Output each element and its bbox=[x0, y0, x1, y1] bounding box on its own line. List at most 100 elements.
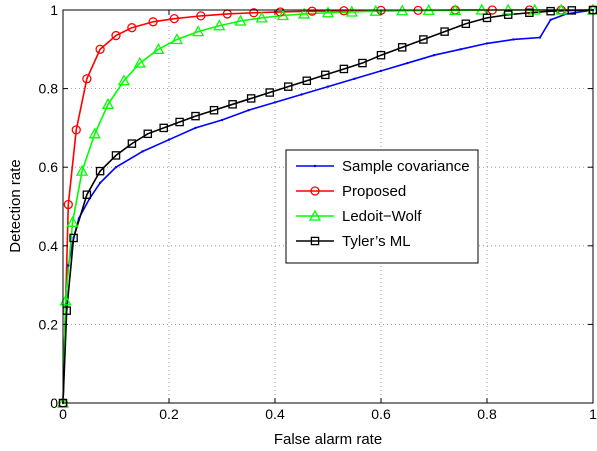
data-point-1 bbox=[127, 23, 137, 33]
legend-marker bbox=[313, 164, 317, 168]
data-point-2 bbox=[234, 14, 247, 26]
legend-label: Proposed bbox=[342, 183, 406, 200]
data-point-2 bbox=[152, 42, 165, 54]
data-point-0 bbox=[114, 166, 118, 169]
data-point-3 bbox=[82, 190, 92, 199]
y-tick-label: 0.6 bbox=[39, 159, 59, 175]
data-point-1 bbox=[111, 30, 121, 41]
data-point-0 bbox=[167, 138, 171, 141]
data-point-3 bbox=[419, 35, 428, 44]
y-tick-label: 1 bbox=[50, 2, 58, 18]
data-point-2 bbox=[192, 25, 205, 37]
data-point-3 bbox=[339, 64, 349, 74]
data-point-0 bbox=[538, 36, 542, 39]
data-point-0 bbox=[459, 48, 462, 51]
data-point-1 bbox=[95, 44, 105, 54]
data-point-3 bbox=[503, 10, 513, 19]
x-tick-label: 0.8 bbox=[477, 406, 497, 422]
data-point-3 bbox=[69, 233, 78, 243]
data-point-3 bbox=[546, 6, 555, 16]
data-point-0 bbox=[379, 69, 383, 73]
data-point-0 bbox=[72, 236, 75, 240]
data-point-0 bbox=[432, 53, 436, 57]
legend-label: Tyler’s ML bbox=[342, 233, 411, 250]
data-point-0 bbox=[67, 264, 70, 267]
data-point-2 bbox=[276, 9, 290, 21]
data-point-3 bbox=[246, 94, 256, 103]
data-point-3 bbox=[321, 70, 330, 80]
data-point-0 bbox=[326, 85, 330, 88]
data-point-2 bbox=[345, 5, 358, 17]
x-tick-label: 1 bbox=[589, 406, 597, 422]
data-point-0 bbox=[220, 118, 224, 122]
legend-label: Sample covariance bbox=[342, 158, 470, 175]
data-point-0 bbox=[512, 38, 515, 41]
x-axis-label: False alarm rate bbox=[274, 431, 382, 448]
data-point-0 bbox=[77, 217, 81, 220]
data-point-3 bbox=[111, 151, 121, 160]
x-tick-label: 0 bbox=[59, 406, 67, 422]
data-point-3 bbox=[440, 27, 449, 36]
data-point-3 bbox=[143, 129, 153, 139]
x-tick-label: 0.4 bbox=[265, 406, 285, 422]
data-point-0 bbox=[141, 150, 144, 153]
series-line-3 bbox=[62, 9, 594, 404]
legend-marker bbox=[308, 209, 322, 221]
data-point-0 bbox=[300, 93, 303, 96]
data-point-2 bbox=[88, 127, 101, 139]
axis-ticks: 0 0.2 0.4 0.6 0.8 1 0 0.2 0.4 0.6 0.8 1 bbox=[39, 2, 597, 422]
data-point-2 bbox=[170, 33, 184, 45]
data-point-2 bbox=[321, 6, 335, 18]
data-point-3 bbox=[302, 76, 312, 85]
data-point-3 bbox=[265, 88, 274, 97]
plot-area-frame bbox=[62, 9, 594, 404]
data-point-1 bbox=[339, 6, 349, 16]
data-point-0 bbox=[247, 109, 250, 112]
data-point-0 bbox=[273, 101, 277, 104]
data-point-1 bbox=[249, 8, 259, 18]
data-point-3 bbox=[127, 139, 137, 148]
data-point-3 bbox=[358, 58, 367, 68]
data-point-0 bbox=[549, 18, 552, 22]
data-point-2 bbox=[255, 11, 268, 23]
data-point-0 bbox=[353, 77, 356, 80]
data-point-3 bbox=[159, 123, 168, 133]
data-point-3 bbox=[376, 50, 386, 60]
data-point-1 bbox=[307, 6, 317, 16]
data-point-2 bbox=[298, 7, 311, 19]
data-point-2 bbox=[75, 164, 89, 176]
data-point-0 bbox=[485, 42, 489, 45]
data-point-3 bbox=[191, 111, 200, 121]
data-point-1 bbox=[63, 199, 73, 210]
y-axis-label: Detection rate bbox=[7, 159, 24, 252]
data-point-1 bbox=[169, 13, 179, 24]
x-tick-label: 0.2 bbox=[159, 406, 179, 422]
data-point-2 bbox=[117, 74, 131, 86]
data-point-1 bbox=[71, 125, 81, 135]
data-point-1 bbox=[196, 11, 206, 21]
data-point-2 bbox=[213, 19, 226, 31]
data-point-0 bbox=[194, 126, 197, 130]
data-point-3 bbox=[461, 19, 471, 29]
data-point-1 bbox=[148, 17, 158, 27]
y-tick-label: 0 bbox=[50, 395, 58, 411]
data-point-3 bbox=[283, 82, 293, 91]
legend-label: Ledoit−Wolf bbox=[342, 208, 422, 225]
y-tick-label: 0.8 bbox=[39, 81, 59, 97]
data-point-3 bbox=[95, 166, 105, 176]
x-tick-label: 0.6 bbox=[371, 406, 391, 422]
y-tick-label: 0.2 bbox=[39, 316, 59, 332]
data-point-2 bbox=[133, 56, 146, 68]
legend-marker bbox=[310, 186, 320, 196]
data-point-0 bbox=[98, 181, 102, 185]
data-point-3 bbox=[175, 117, 184, 127]
data-point-2 bbox=[101, 97, 115, 109]
data-point-3 bbox=[228, 100, 237, 109]
data-point-3 bbox=[525, 8, 534, 18]
legend: Sample covariance Proposed Ledoit−Wolf Tyle… bbox=[285, 149, 479, 264]
data-point-1 bbox=[82, 74, 92, 84]
data-point-3 bbox=[209, 105, 219, 115]
y-tick-label: 0.4 bbox=[39, 238, 59, 254]
